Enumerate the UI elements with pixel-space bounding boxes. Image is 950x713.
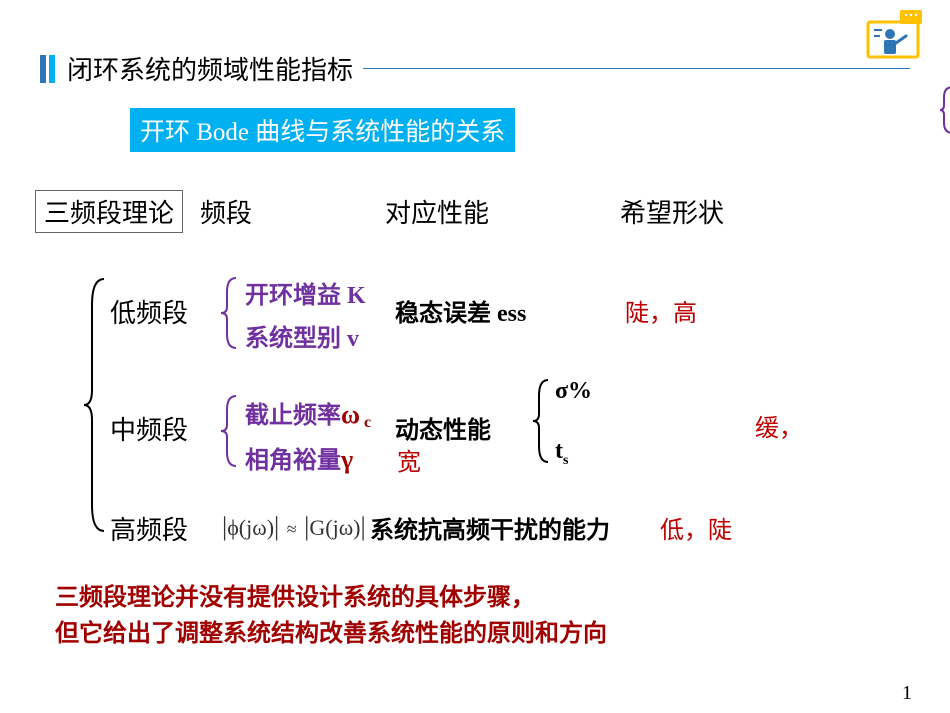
header-title: 闭环系统的频域性能指标 xyxy=(67,50,353,87)
high-band-label: 高频段 xyxy=(110,510,188,547)
low-band-label: 低频段 xyxy=(110,293,188,330)
conclusion: 三频段理论并没有提供设计系统的具体步骤， 但它给出了调整系统结构改善系统性能的原… xyxy=(55,580,607,652)
low-param1: 开环增益 K xyxy=(245,275,366,310)
slide-header: 闭环系统的频域性能指标 xyxy=(40,50,950,87)
main-brace-icon xyxy=(82,275,110,542)
mid-shape-b: 宽 xyxy=(397,442,421,477)
low-brace-icon xyxy=(218,274,240,357)
mid-metric2: ts xyxy=(555,438,568,469)
theory-label: 三频段理论 xyxy=(35,190,183,233)
conclusion-line1: 三频段理论并没有提供设计系统的具体步骤， xyxy=(55,580,607,616)
mid-perf: 动态性能 xyxy=(395,410,491,445)
table-header: 三频段理论 xyxy=(35,190,203,233)
mid-metric1: σ% xyxy=(555,378,592,405)
high-perf: 系统抗高频干扰的能力 xyxy=(370,510,610,545)
right-brace-decoration xyxy=(938,85,950,146)
conclusion-line2: 但它给出了调整系统结构改善系统性能的原则和方向 xyxy=(55,616,607,652)
page-number: 1 xyxy=(902,682,912,705)
high-formula: |ϕ(jω)| ≈ |G(jω)| xyxy=(222,512,366,542)
header-divider xyxy=(363,68,910,70)
mid-param2: 相角裕量γ xyxy=(245,440,353,475)
column-header-perf: 对应性能 xyxy=(385,193,489,230)
mid-param1: 截止频率ω c xyxy=(245,395,371,432)
low-shape: 陡，高 xyxy=(625,293,697,328)
subtitle: 开环 Bode 曲线与系统性能的关系 xyxy=(130,108,515,152)
mid-shape-a: 缓， xyxy=(755,408,803,443)
column-header-band: 频段 xyxy=(200,193,252,230)
high-shape: 低，陡 xyxy=(660,510,732,545)
header-bars-icon xyxy=(40,55,55,83)
column-header-shape: 希望形状 xyxy=(620,193,724,230)
mid-metric-brace-icon xyxy=(530,376,552,471)
mid-brace-icon xyxy=(218,392,240,475)
low-param2: 系统型别 v xyxy=(245,318,359,353)
low-perf: 稳态误差 ess xyxy=(395,293,526,328)
mid-band-label: 中频段 xyxy=(110,410,188,447)
